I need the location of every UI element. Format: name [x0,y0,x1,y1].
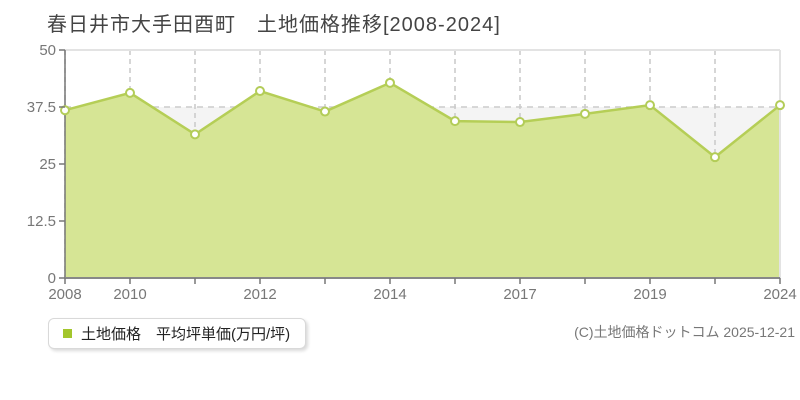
plot-band [65,50,780,107]
legend-label: 土地価格 平均坪単価(万円/坪) [81,326,291,343]
price-area-fill [65,82,780,278]
data-point-2010[interactable] [125,87,135,98]
data-point-2017[interactable] [515,117,525,128]
y-tick-label: 12.5 [27,213,56,230]
x-tick-label: 2012 [243,286,276,303]
data-point-idx2[interactable] [190,129,200,140]
legend-swatch-icon [63,329,72,338]
data-point-2008[interactable] [60,105,70,116]
y-tick-label: 25 [39,156,56,173]
page-title: 春日井市大手田酉町 土地価格推移[2008-2024] [47,14,501,36]
data-point-idx6[interactable] [450,116,460,127]
x-tick-label: 2008 [48,286,81,303]
legend: 土地価格 平均坪単価(万円/坪) [48,318,307,349]
data-point-2014[interactable] [385,77,395,88]
data-point-2019[interactable] [645,100,655,111]
price-line [64,81,781,159]
data-point-2024[interactable] [775,100,785,111]
y-tick-label: 50 [39,42,56,59]
y-tick-label: 37.5 [27,99,56,116]
copyright-text: (C)土地価格ドットコム 2025-12-21 [574,324,795,340]
x-tick-label: 2019 [633,286,666,303]
data-point-idx4[interactable] [320,106,330,117]
data-point-2012[interactable] [255,86,265,97]
x-tick-label: 2024 [763,286,796,303]
x-tick-label: 2010 [113,286,146,303]
data-point-idx8[interactable] [580,108,590,119]
y-tick-label: 0 [48,270,56,287]
data-point-idx10[interactable] [710,152,720,163]
x-tick-label: 2017 [503,286,536,303]
x-tick-label: 2014 [373,286,406,303]
